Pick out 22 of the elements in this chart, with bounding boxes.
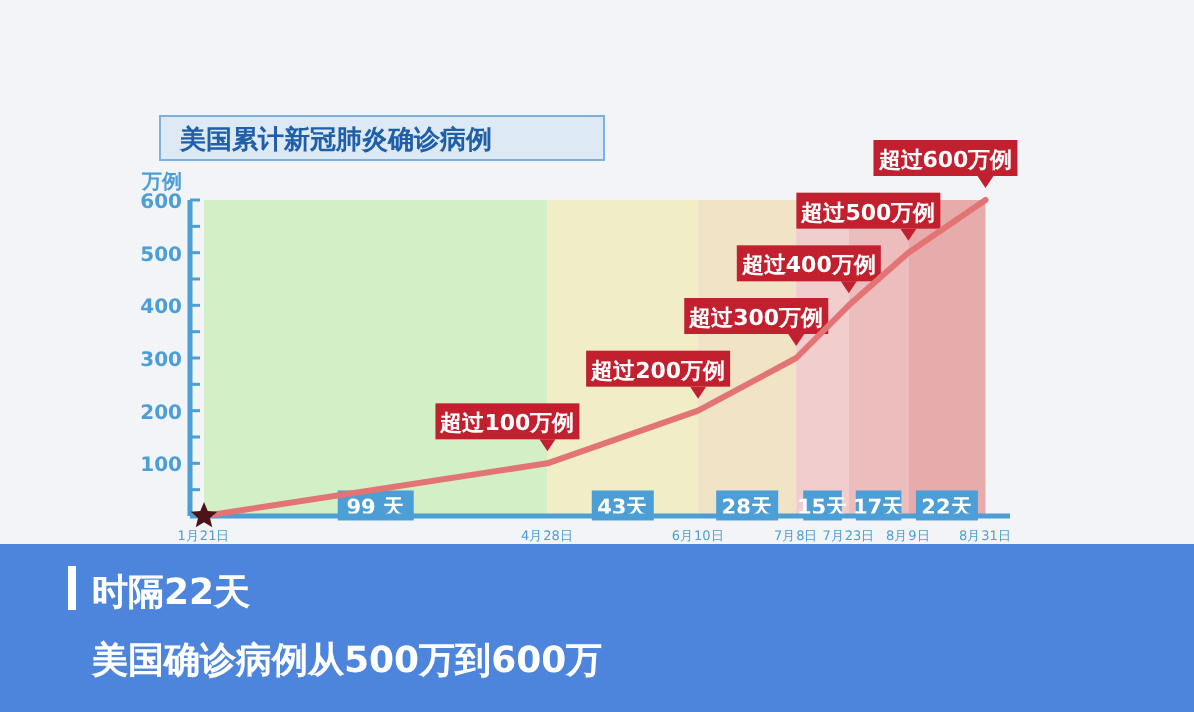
annotation: 超过300万例	[687, 305, 824, 331]
callout: 超过200万例	[586, 350, 731, 399]
y-tick-label: 300	[140, 350, 183, 372]
callout: 超过100万例	[435, 403, 580, 452]
y-axis-title: 万例	[140, 170, 182, 194]
text: 时隔22天	[92, 572, 251, 614]
annotation: 超过100万例	[438, 410, 575, 437]
y-tick-label: 600	[140, 192, 183, 214]
annotation: 超过600万例	[876, 147, 1013, 173]
y-tick-label: 400	[140, 297, 183, 320]
annotation: 超过500万例	[799, 199, 936, 226]
callout: 超过400万例	[736, 245, 881, 294]
callout: 超过500万例	[796, 192, 941, 241]
chart-title: 美国累计新冠肺炎确诊病例	[178, 124, 492, 156]
annotation: 超过400万例	[739, 252, 876, 279]
text: 美国确诊病例从500万到600万	[90, 640, 603, 682]
annotation: 超过200万例	[589, 357, 726, 384]
y-tick-label: 100	[140, 455, 183, 478]
y-tick-label: 200	[140, 402, 183, 425]
callout: 超过300万例	[684, 298, 829, 346]
callout: 超过600万例	[873, 140, 1018, 188]
y-tick-label: 500	[140, 244, 183, 267]
